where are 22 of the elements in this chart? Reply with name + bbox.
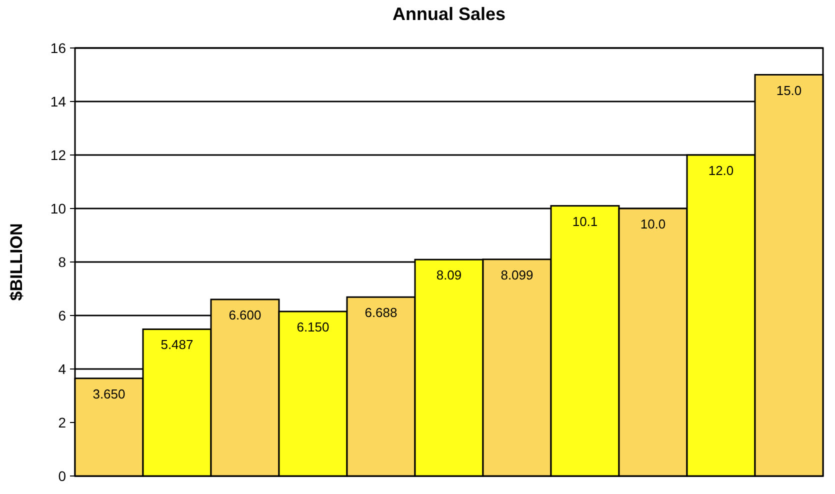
y-tick-label: 16 — [50, 40, 66, 56]
y-tick-label: 12 — [50, 146, 66, 163]
data-label: 10.0 — [640, 216, 666, 232]
y-tick-label: 4 — [58, 360, 66, 377]
y-tick-label: 0 — [58, 468, 66, 484]
y-tick-label: 6 — [58, 307, 66, 324]
data-label: 8.099 — [500, 267, 534, 282]
data-label: 15.0 — [776, 82, 802, 98]
data-label: 12.0 — [708, 163, 734, 178]
data-label: 6.150 — [296, 319, 330, 334]
y-tick-label: 2 — [58, 414, 66, 430]
chart-title: Annual Sales — [392, 4, 506, 24]
data-label: 8.09 — [436, 268, 462, 283]
y-tick-label: 10 — [50, 200, 66, 216]
data-label: 5.487 — [160, 337, 194, 352]
data-label: 6.688 — [364, 305, 398, 320]
data-label: 3.650 — [92, 386, 126, 402]
data-label: 6.600 — [228, 307, 262, 322]
y-axis-title: $BILLION — [7, 223, 26, 301]
y-tick-label: 14 — [50, 93, 66, 110]
y-tick-label: 8 — [58, 254, 66, 270]
data-label: 10.1 — [572, 214, 598, 229]
